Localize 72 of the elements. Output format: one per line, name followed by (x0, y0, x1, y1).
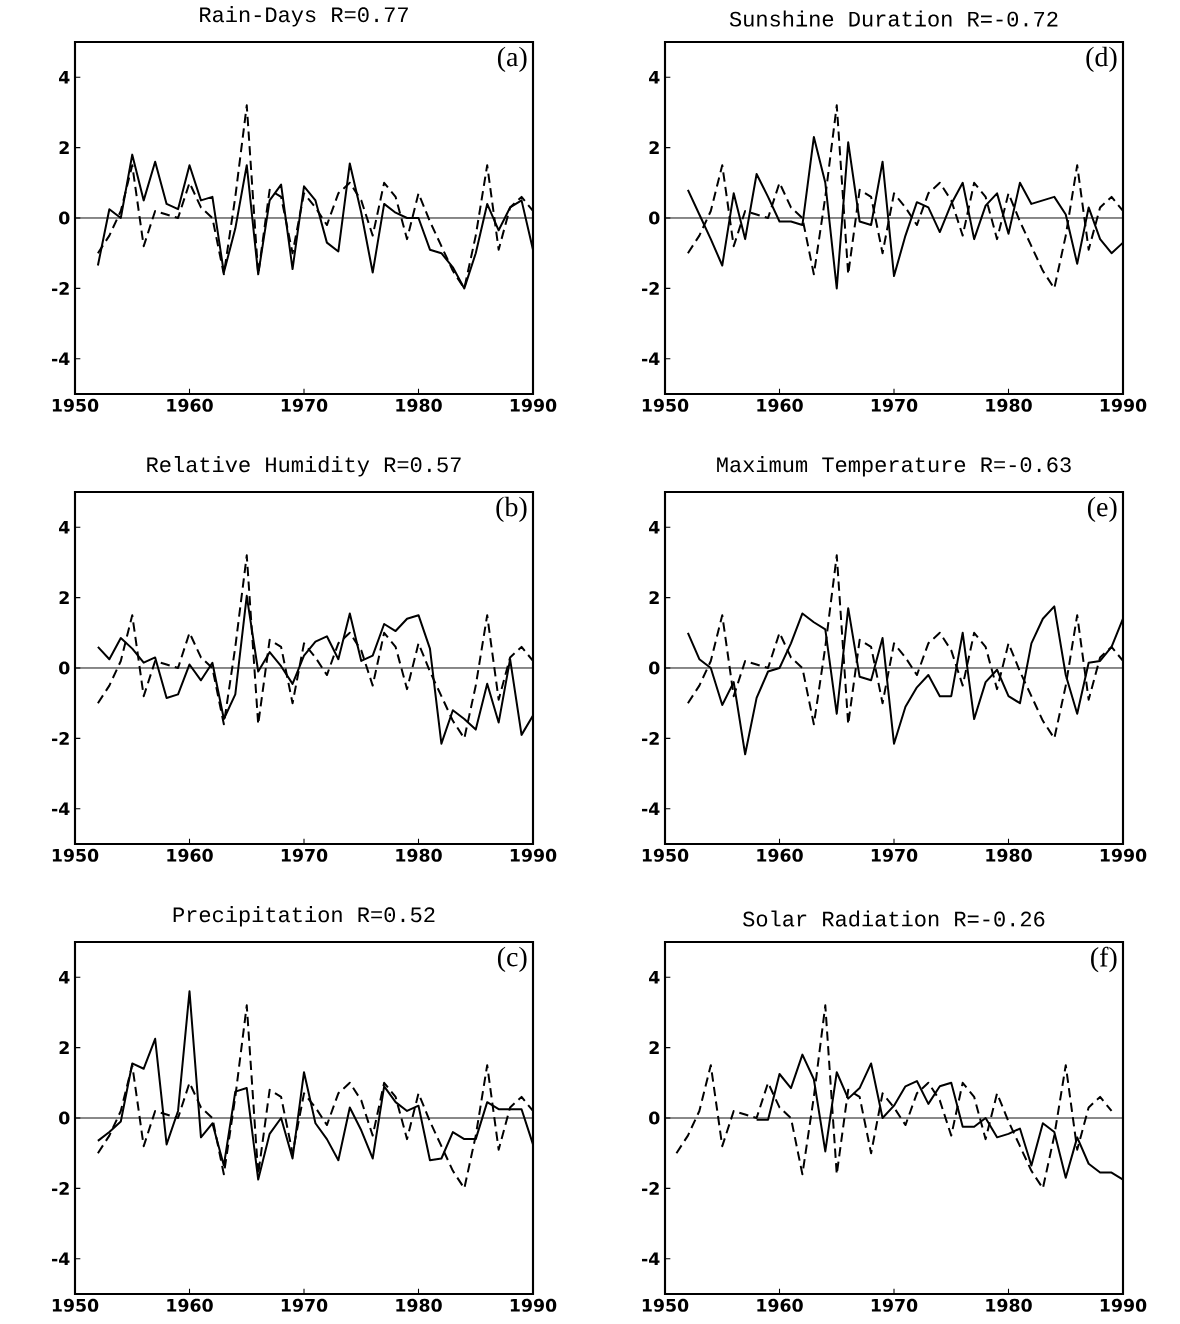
x-tick-label: 1950 (642, 398, 689, 412)
x-tick-label: 1950 (52, 398, 99, 412)
annotation: (e) (1087, 496, 1117, 523)
y-tick-label: -4 (51, 1252, 70, 1266)
x-tick-label: 1980 (396, 1298, 442, 1312)
y-tick-label: -2 (51, 731, 69, 745)
y-tick-label: -4 (641, 1252, 660, 1266)
x-tick-label: 1970 (281, 1298, 328, 1312)
y-tick-label: 0 (59, 211, 70, 225)
y-tick-label: 4 (649, 970, 660, 984)
x-tick-label: 1960 (167, 398, 213, 412)
y-tick-label: 2 (649, 141, 659, 155)
y-tick-label: -2 (51, 1181, 69, 1195)
chart-title: Solar Radiation R=-0.26 (743, 910, 1045, 927)
chart-title: Precipitation R=0.52 (173, 906, 435, 927)
y-tick-label: 0 (649, 1111, 660, 1125)
y-tick-label: 2 (649, 1041, 659, 1055)
y-tick-label: 2 (59, 1041, 69, 1055)
x-tick-label: 1950 (642, 848, 689, 862)
y-tick-label: 4 (59, 70, 70, 84)
x-tick-label: 1950 (642, 1298, 689, 1312)
annotation: (a) (497, 46, 527, 73)
y-tick-label: 0 (59, 1111, 70, 1125)
y-tick-label: -4 (641, 802, 660, 816)
x-tick-label: 1990 (1100, 1298, 1147, 1312)
x-tick-label: 1980 (396, 398, 442, 412)
y-tick-label: 4 (59, 970, 70, 984)
x-tick-label: 1980 (986, 398, 1032, 412)
x-tick-label: 1990 (1100, 398, 1147, 412)
y-tick-label: -2 (641, 281, 659, 295)
chart-title: Maximum Temperature R=-0.63 (717, 456, 1071, 477)
x-tick-label: 1990 (510, 398, 557, 412)
annotation: (f) (1091, 946, 1117, 973)
x-tick-label: 1980 (396, 848, 442, 862)
y-tick-label: 0 (649, 211, 660, 225)
y-tick-label: 2 (649, 591, 659, 605)
y-tick-label: -2 (51, 281, 69, 295)
x-tick-label: 1960 (167, 1298, 213, 1312)
y-tick-label: -4 (641, 352, 660, 366)
x-tick-label: 1970 (871, 1298, 918, 1312)
x-tick-label: 1980 (986, 1298, 1032, 1312)
y-tick-label: 2 (59, 141, 69, 155)
x-tick-label: 1970 (281, 848, 328, 862)
y-tick-label: 4 (649, 70, 660, 84)
x-tick-label: 1950 (52, 848, 99, 862)
y-tick-label: 4 (59, 520, 70, 534)
y-tick-label: -4 (51, 802, 70, 816)
x-tick-label: 1960 (757, 848, 803, 862)
x-tick-label: 1970 (871, 398, 918, 412)
x-tick-label: 1960 (167, 848, 213, 862)
x-tick-label: 1960 (757, 1298, 803, 1312)
y-tick-label: -2 (641, 731, 659, 745)
y-tick-label: 2 (59, 591, 69, 605)
y-tick-label: 0 (649, 661, 660, 675)
chart-title: Rain-Days R=0.77 (200, 6, 408, 27)
x-tick-label: 1950 (52, 1298, 99, 1312)
annotation: (c) (497, 946, 527, 973)
x-tick-label: 1990 (510, 848, 557, 862)
x-tick-label: 1960 (757, 398, 803, 412)
x-tick-label: 1980 (986, 848, 1032, 862)
y-tick-label: 4 (649, 520, 660, 534)
y-tick-label: -4 (51, 352, 70, 366)
x-tick-label: 1970 (281, 398, 328, 412)
y-tick-label: 0 (59, 661, 70, 675)
x-tick-label: 1990 (510, 1298, 557, 1312)
chart-title: Relative Humidity R=0.57 (147, 456, 461, 477)
y-tick-label: -2 (641, 1181, 659, 1195)
annotation: (d) (1086, 46, 1117, 73)
chart-title: Sunshine Duration R=-0.72 (729, 10, 1058, 27)
annotation: (b) (496, 496, 527, 523)
x-tick-label: 1990 (1100, 848, 1147, 862)
x-tick-label: 1970 (871, 848, 918, 862)
